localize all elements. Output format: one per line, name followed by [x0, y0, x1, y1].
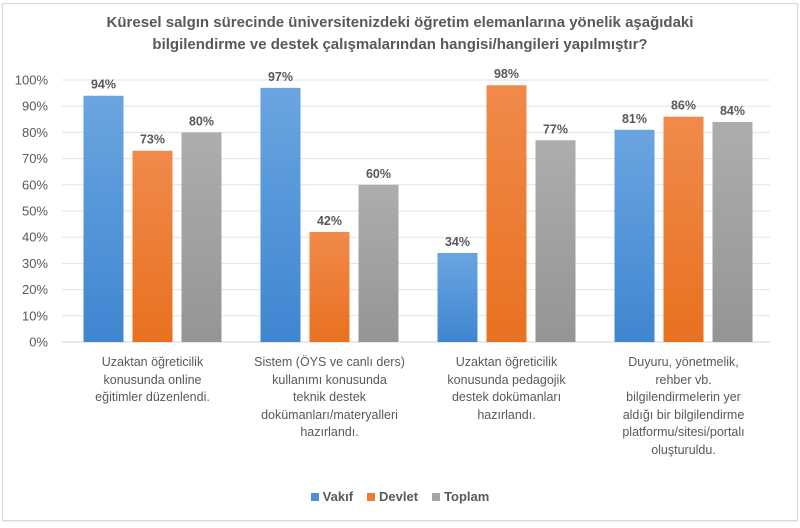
chart-title-line-1: Küresel salgın sürecinde üniversitenizde…	[106, 14, 694, 31]
x-category-label-line: dokümanları/materyalleri	[261, 407, 398, 422]
x-category-label: Uzaktan öğreticilik konusunda online eğiti…	[63, 354, 243, 407]
y-tick-label: 30%	[22, 256, 48, 271]
x-category-label: Duyuru, yönetmelik, rehber vb. bilgilendir…	[594, 354, 774, 459]
x-category-label-line: eğitimler düzenlendi.	[95, 390, 210, 404]
x-category-label-line: hazırlandı.	[477, 407, 536, 422]
legend: Vakıf Devlet Toplam	[0, 489, 800, 504]
x-category-label: Sistem (ÖYS ve canlı ders) kullanımı konu…	[240, 354, 420, 442]
data-label: 81%	[622, 112, 647, 126]
legend-item: Devlet	[367, 489, 418, 504]
x-category-label-line: Uzaktan öğreticilik	[455, 355, 558, 369]
bar-vak-f-3	[614, 129, 655, 342]
x-category-label-line: konusunda online	[103, 372, 202, 387]
x-category-label-line: destek dokümanları	[451, 390, 562, 404]
x-category-label-line: Uzaktan öğreticilik	[101, 355, 204, 369]
y-tick-label: 10%	[22, 308, 48, 323]
legend-swatch	[367, 492, 376, 501]
x-category-label-line: rehber vb.	[655, 372, 712, 387]
data-label: 94%	[91, 78, 116, 92]
x-category-label-line: aldığı bir bilgilendirme	[622, 407, 745, 422]
data-label: 34%	[445, 235, 470, 249]
x-category-label-line: platformu/sitesi/portalı	[622, 425, 745, 439]
x-category-label-line: hazırlandı.	[300, 425, 359, 439]
bar-vak-f-2	[437, 252, 478, 342]
data-label: 73%	[140, 133, 165, 147]
data-label: 97%	[268, 70, 293, 84]
y-tick-label: 40%	[22, 230, 48, 245]
x-category-label-line: teknik destek	[293, 390, 366, 404]
y-tick-label: 20%	[22, 282, 48, 297]
x-category-label-line: konusunda pedagojik	[447, 372, 566, 387]
x-category-label-line: Duyuru, yönetmelik,	[628, 355, 739, 369]
x-category-label: Uzaktan öğreticilik konusunda pedagojik de…	[417, 354, 597, 424]
x-category-label-line: kullanımı konusunda	[272, 372, 387, 387]
data-label: 60%	[366, 167, 391, 181]
x-category-label-line: oluşturuldu.	[651, 442, 716, 457]
legend-label: Vakıf	[322, 489, 354, 504]
legend-swatch	[310, 492, 319, 501]
legend-item: Toplam	[432, 489, 489, 504]
data-label: 80%	[189, 114, 214, 128]
bar-toplam-2	[535, 140, 576, 342]
data-label: 86%	[671, 99, 696, 113]
bar-devlet-2	[486, 85, 527, 343]
y-tick-label: 80%	[22, 125, 48, 140]
y-tick-label: 90%	[22, 99, 48, 114]
bar-devlet-0	[132, 150, 173, 342]
bar-toplam-3	[712, 121, 753, 342]
y-tick-label: 100%	[15, 73, 49, 88]
y-tick-label: 70%	[22, 151, 48, 166]
data-label: 84%	[720, 104, 745, 118]
y-tick-label: 0%	[29, 335, 48, 350]
data-label: 98%	[494, 67, 519, 81]
legend-swatch	[432, 492, 441, 501]
bar-toplam-0	[181, 132, 222, 342]
y-tick-label: 60%	[22, 177, 48, 192]
x-category-label-line: Sistem (ÖYS ve canlı ders)	[254, 355, 405, 369]
y-tick-label: 50%	[22, 204, 48, 219]
bar-vak-f-0	[83, 95, 124, 342]
bar-devlet-1	[309, 231, 350, 342]
data-label: 42%	[317, 214, 342, 228]
bar-vak-f-1	[260, 87, 301, 342]
legend-label: Toplam	[444, 489, 490, 504]
legend-item: Vakıf	[310, 489, 354, 504]
bar-devlet-3	[663, 116, 704, 343]
legend-label: Devlet	[379, 489, 419, 504]
chart-title-line-2: bilgilendirme ve destek çalışmalarından …	[152, 36, 648, 53]
data-label: 77%	[543, 122, 568, 136]
x-category-label-line: bilgilendirmelerin yer	[626, 390, 741, 404]
bar-toplam-1	[358, 184, 399, 342]
